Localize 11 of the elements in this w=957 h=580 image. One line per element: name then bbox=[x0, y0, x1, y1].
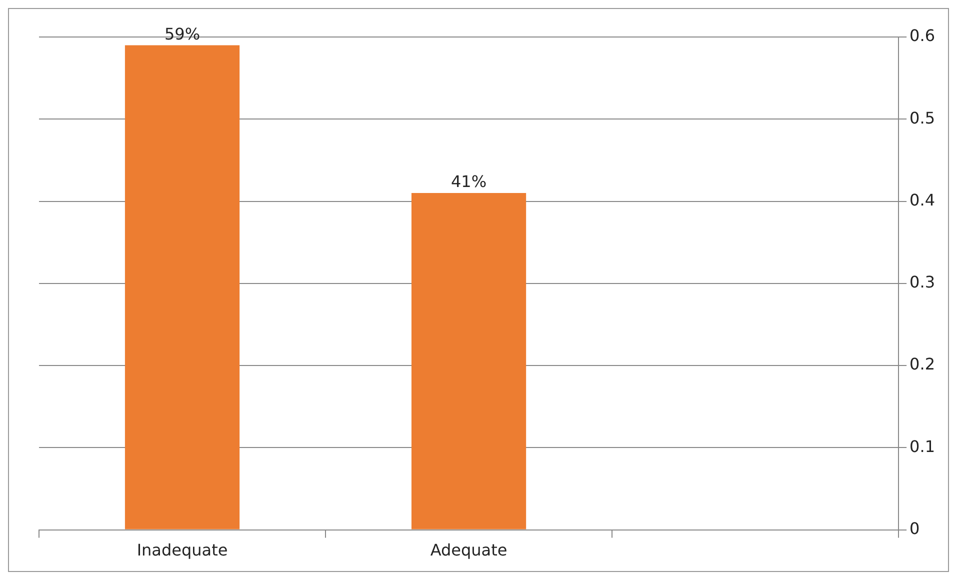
y-tick-label: 0.2 bbox=[910, 354, 936, 374]
y-tick-label: 0.4 bbox=[910, 190, 936, 210]
y-tick-label: 0.5 bbox=[910, 108, 936, 128]
y-tick-label: 0.3 bbox=[910, 272, 936, 292]
y-tick-label: 0.1 bbox=[910, 436, 936, 456]
data-label: 41% bbox=[450, 172, 487, 192]
x-tick-label: Inadequate bbox=[136, 540, 228, 560]
y-tick-label: 0.6 bbox=[910, 26, 936, 46]
x-tick-label: Adequate bbox=[430, 540, 508, 560]
y-tick-label: 0 bbox=[910, 518, 920, 538]
data-label: 59% bbox=[164, 24, 200, 44]
